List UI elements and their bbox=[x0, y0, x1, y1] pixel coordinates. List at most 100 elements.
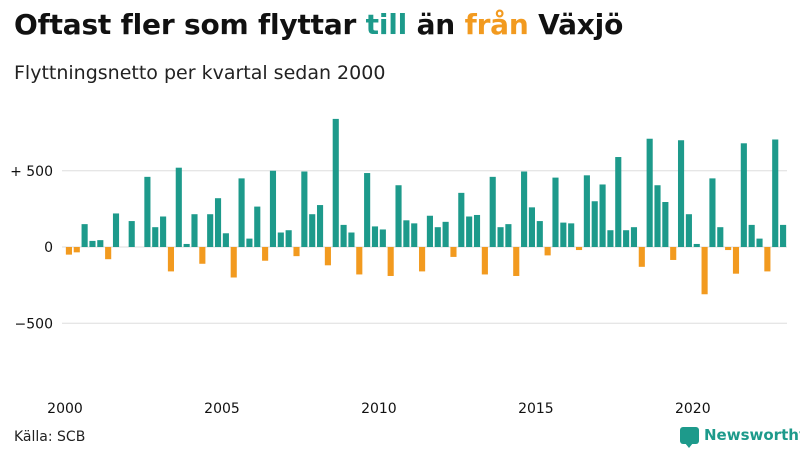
title-part-2: än bbox=[407, 8, 465, 41]
bar bbox=[167, 247, 174, 272]
bar bbox=[536, 221, 543, 247]
bar bbox=[191, 214, 198, 247]
bar bbox=[254, 206, 261, 247]
bar bbox=[379, 229, 386, 247]
x-tick-label: 2000 bbox=[47, 401, 83, 417]
bar bbox=[112, 213, 120, 247]
bar bbox=[599, 184, 606, 247]
x-tick-label: 2015 bbox=[518, 401, 554, 417]
bar bbox=[364, 173, 371, 247]
bar bbox=[732, 247, 740, 274]
bar bbox=[583, 175, 590, 247]
y-tick-label: + 500 bbox=[10, 164, 53, 180]
bar bbox=[772, 139, 779, 247]
bar bbox=[175, 167, 182, 247]
bar bbox=[105, 247, 112, 260]
bar bbox=[607, 230, 614, 247]
bar bbox=[97, 240, 104, 247]
chart-subtitle: Flyttningsnetto per kvartal sedan 2000 bbox=[14, 62, 386, 84]
bar bbox=[748, 224, 755, 247]
bar bbox=[489, 176, 496, 247]
bar bbox=[466, 216, 473, 247]
bar bbox=[152, 227, 159, 247]
chart-title: Oftast fler som flyttar till än från Väx… bbox=[14, 8, 623, 41]
bar bbox=[670, 247, 677, 260]
bar bbox=[73, 247, 80, 253]
bar bbox=[544, 247, 551, 256]
x-tick-label: 2005 bbox=[204, 401, 240, 417]
bar bbox=[646, 138, 653, 247]
bar bbox=[301, 171, 308, 247]
bar bbox=[780, 224, 787, 247]
title-part-3: Växjö bbox=[528, 8, 624, 41]
bar bbox=[348, 232, 355, 247]
bar bbox=[89, 240, 96, 247]
bar bbox=[528, 207, 535, 247]
bar bbox=[623, 230, 630, 247]
bar bbox=[521, 171, 528, 247]
bar bbox=[426, 215, 433, 247]
chat-bar-chart-icon bbox=[680, 426, 699, 448]
bar bbox=[701, 247, 708, 295]
bar bbox=[560, 222, 567, 247]
bar bbox=[419, 247, 426, 272]
x-tick-label: 2020 bbox=[675, 401, 711, 417]
bar bbox=[411, 223, 418, 247]
bar bbox=[638, 247, 645, 267]
bar bbox=[128, 221, 135, 247]
title-word-fran: från bbox=[464, 8, 529, 41]
bar bbox=[403, 220, 410, 247]
bar bbox=[238, 178, 245, 248]
bar bbox=[207, 214, 214, 247]
x-tick-label: 2010 bbox=[361, 401, 397, 417]
bar bbox=[677, 140, 685, 247]
brand-name: Newsworthy bbox=[704, 426, 800, 444]
bar bbox=[473, 214, 481, 247]
bar bbox=[285, 230, 292, 247]
bar bbox=[717, 227, 724, 247]
bar bbox=[615, 157, 622, 247]
bar bbox=[654, 185, 661, 247]
bar bbox=[630, 227, 638, 247]
bar bbox=[316, 205, 324, 247]
bar bbox=[513, 247, 520, 276]
bar bbox=[324, 247, 331, 266]
bar bbox=[434, 227, 441, 247]
bar bbox=[442, 221, 449, 247]
bar bbox=[481, 247, 488, 275]
title-part-1: Oftast fler som flyttar bbox=[14, 8, 366, 41]
bar bbox=[214, 198, 222, 247]
bar bbox=[450, 247, 457, 257]
bar bbox=[591, 201, 598, 247]
bar bbox=[387, 247, 394, 276]
bar bbox=[222, 233, 229, 247]
bar bbox=[277, 232, 284, 247]
bar bbox=[246, 238, 253, 247]
bar bbox=[764, 247, 771, 272]
bar bbox=[685, 214, 692, 247]
bar bbox=[505, 224, 512, 248]
bar bbox=[293, 247, 300, 257]
y-tick-label: 0 bbox=[44, 240, 53, 256]
source-note: Källa: SCB bbox=[14, 429, 86, 445]
bar bbox=[568, 223, 575, 247]
bar bbox=[230, 247, 237, 278]
bar bbox=[309, 214, 316, 247]
bar bbox=[756, 238, 763, 247]
y-tick-label: −500 bbox=[15, 316, 53, 332]
bar bbox=[395, 185, 402, 247]
bar bbox=[693, 243, 700, 247]
bar bbox=[740, 143, 747, 247]
bar bbox=[371, 226, 379, 247]
bar bbox=[262, 247, 269, 261]
bar bbox=[458, 192, 465, 247]
bar bbox=[81, 224, 88, 248]
bar bbox=[199, 247, 206, 264]
bar bbox=[497, 227, 504, 247]
bar bbox=[709, 178, 716, 248]
newsworthy-logo: Newsworthy bbox=[680, 426, 800, 448]
bar bbox=[160, 216, 167, 247]
bar bbox=[725, 247, 732, 251]
bar bbox=[575, 247, 583, 251]
